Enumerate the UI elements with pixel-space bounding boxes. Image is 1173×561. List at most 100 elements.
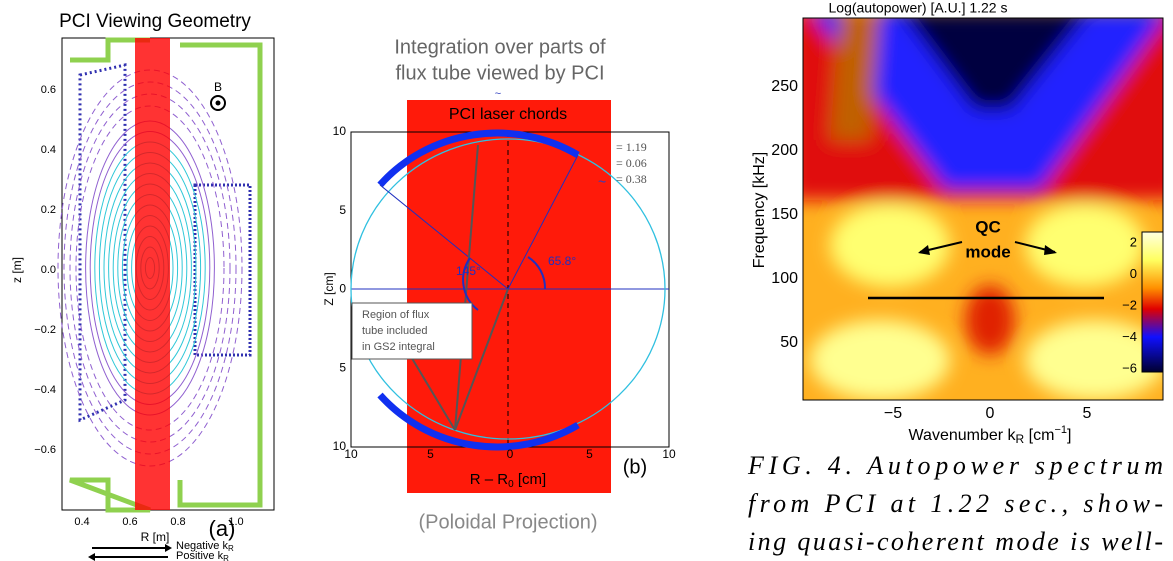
viewed-arc: [377, 392, 580, 451]
tick-label: 10: [662, 447, 676, 461]
y-axis-label: Frequency [kHz]: [751, 152, 768, 268]
tick-label: 0: [507, 447, 514, 461]
note-line: in GS2 integral: [362, 341, 435, 353]
note-line: tube included: [362, 325, 427, 337]
laser-band: [135, 38, 170, 510]
angle-line: [379, 154, 579, 290]
tick-label: 5: [427, 447, 434, 461]
tick-label: −5: [884, 405, 902, 422]
figure-caption: from PCI at 1.22 sec., show-: [748, 489, 1163, 518]
note-line: Region of flux: [362, 309, 430, 321]
tick-label: 1.0: [228, 516, 243, 528]
tick-label: 5: [339, 360, 346, 374]
panel-title: Integration over parts of: [394, 36, 606, 58]
legend-text: Positive k: [176, 550, 224, 561]
tick-label: 0.4: [74, 516, 89, 528]
x-axis-label: Wavenumber kR [cm−1]: [909, 424, 1072, 446]
heatmap: [803, 18, 1163, 400]
tilde: ~: [495, 88, 501, 100]
legend-sub: R: [228, 544, 234, 553]
x-label-end: ]: [1067, 427, 1071, 444]
heat-lobe: [810, 320, 950, 400]
arrow-head: [165, 544, 172, 552]
panel-title: flux tube viewed by PCI: [396, 62, 605, 84]
y-axis-label: z [m]: [10, 257, 24, 283]
tick-labels: 0.4 0.6 0.8 1.00.60.40.20.0−0.2−0.4−0.6 10 5 0…: [34, 78, 1137, 528]
tick-label: 250: [771, 78, 798, 95]
annotation: mode: [965, 242, 1010, 261]
tick-label: 200: [771, 142, 798, 159]
panel-label: (a): [209, 516, 236, 541]
legend-sub: R: [223, 554, 229, 561]
param: = 0.38: [616, 172, 647, 186]
b-dot: [215, 100, 221, 106]
x-axis-label: R – R0 [cm]: [470, 471, 546, 490]
x-label-unit: [cm]: [514, 471, 547, 488]
b-symbol: [210, 95, 226, 111]
annotation: QC: [975, 217, 1001, 236]
param: = 1.19: [616, 140, 647, 154]
panel-b: Integration over parts of flux tube view…: [322, 36, 670, 533]
angle-label: 65.8°: [548, 254, 576, 268]
panel-a: PCI Viewing Geometry B (a) R [m] z [m] N…: [10, 11, 275, 561]
heat-lobe: [1025, 203, 1145, 287]
tilde: ~: [598, 174, 606, 190]
tick-label: 150: [771, 206, 798, 223]
caption: (Poloidal Projection): [419, 511, 598, 533]
tick-label: 10: [333, 439, 347, 453]
vessel-wall: [69, 37, 263, 513]
tick-label: 2: [1130, 234, 1137, 249]
antenna: [193, 183, 252, 357]
panel-title: PCI Viewing Geometry: [59, 11, 251, 32]
x-label-sub: R: [1016, 432, 1025, 446]
note-box: [351, 302, 473, 360]
b-label: B: [214, 80, 222, 94]
x-label-text: R – R: [470, 471, 509, 488]
tick-label: −0.2: [34, 324, 56, 336]
colorbar: [1141, 231, 1164, 373]
tick-label: 0.4: [41, 144, 56, 156]
x-label-text: Wavenumber k: [909, 427, 1017, 444]
tick-label: 5: [339, 203, 346, 217]
y-axis-label: Z [cm]: [322, 272, 336, 305]
x-label-sub: 0: [508, 479, 514, 490]
heat-band: [830, 18, 880, 140]
viewed-arc: [377, 129, 580, 188]
tick-label: −2: [1122, 297, 1137, 312]
chords-label: PCI laser chords: [449, 106, 567, 123]
tick-label: 50: [780, 334, 798, 351]
x-axis-label: R [m]: [141, 530, 170, 544]
x-label-unit: [cm: [1024, 427, 1054, 444]
inner-wall: [78, 63, 127, 423]
angle-arc: [527, 256, 547, 290]
heat-lobe: [1025, 320, 1163, 400]
heat-blobs: [803, 18, 1163, 400]
tick-label: 0.2: [41, 204, 56, 216]
tick-label: 0: [986, 405, 995, 422]
tick-label: −0.6: [34, 444, 56, 456]
tick-label: 5: [1083, 405, 1092, 422]
figure-caption: ing quasi-coherent mode is well-: [748, 527, 1163, 556]
tick-label: −4: [1122, 329, 1137, 344]
angle-label: 145°: [456, 264, 481, 278]
tick-label: 10: [333, 124, 347, 138]
tick-label: 0.6: [122, 516, 137, 528]
tick-label: −0.4: [34, 384, 56, 396]
flux-surface: [350, 138, 666, 440]
legend-text: Negative k: [176, 540, 228, 552]
legend-entry: Negative kR: [176, 540, 234, 553]
figure-caption: FIG. 4. Autopower spectrum: [747, 451, 1163, 480]
sol-surface: [69, 93, 231, 443]
x-label-sup: −1: [1054, 424, 1067, 436]
panel-label: (b): [623, 456, 647, 478]
tick-label: 0.6: [41, 84, 56, 96]
heat-dark: [906, 18, 1084, 110]
param: = 0.06: [616, 156, 647, 170]
tick-label: 100: [771, 270, 798, 287]
tick-label: −6: [1122, 360, 1137, 375]
tick-label: 0: [339, 282, 346, 296]
panel-c: Log(autopower) [A.U.] 1.22 s QC mode Fre…: [747, 0, 1164, 556]
